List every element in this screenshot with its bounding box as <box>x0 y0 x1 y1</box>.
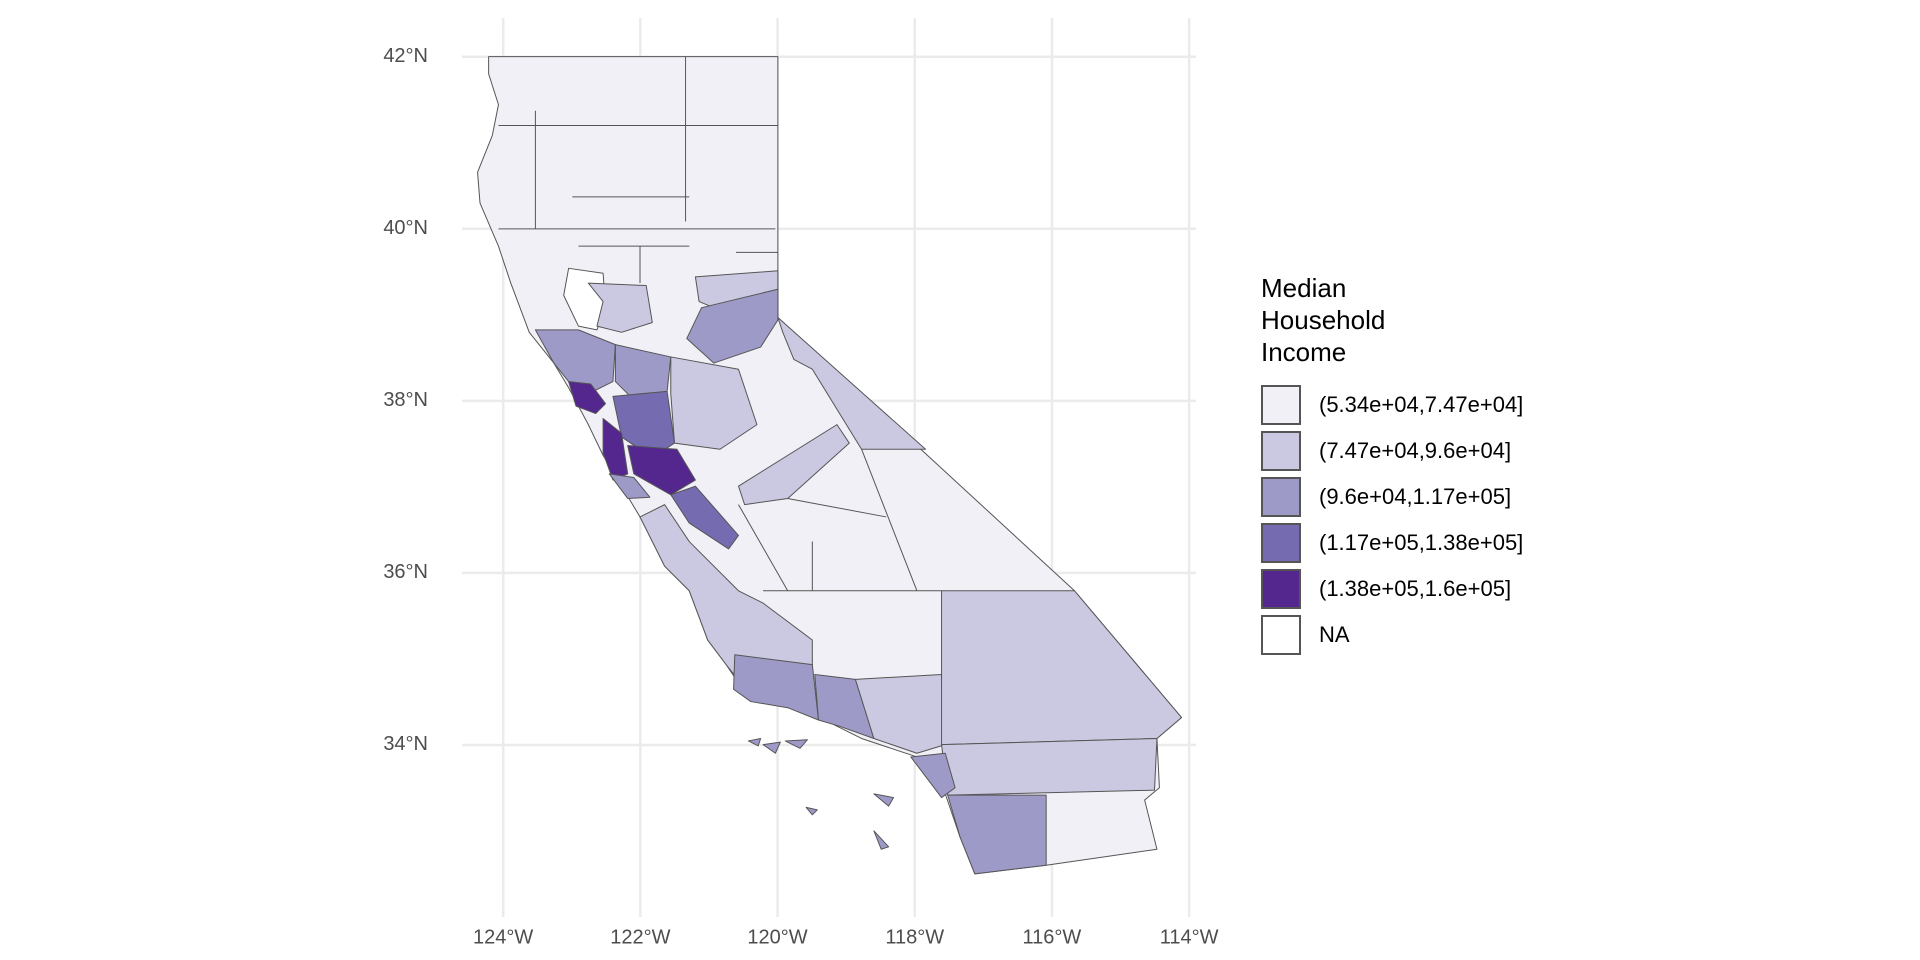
county-region <box>942 738 1157 795</box>
x-tick-label: 122°W <box>610 926 670 948</box>
county-region <box>687 289 778 363</box>
legend-label: NA <box>1319 622 1350 647</box>
legend-label: (1.17e+05,1.38e+05] <box>1319 530 1524 555</box>
county-region <box>671 486 739 549</box>
legend-item: (1.38e+05,1.6e+05] <box>1261 566 1523 612</box>
legend-key <box>1261 431 1301 471</box>
y-tick-label: 42°N <box>383 45 428 67</box>
county-region <box>763 742 780 753</box>
x-tick-label: 116°W <box>1023 926 1082 948</box>
legend-label: (9.6e+04,1.17e+05] <box>1319 484 1512 509</box>
legend: Median Household Income (5.34e+04,7.47e+… <box>1261 272 1523 658</box>
county-region <box>671 357 757 449</box>
county-region <box>911 753 955 797</box>
legend-item: (7.47e+04,9.6e+04] <box>1261 428 1523 474</box>
county-region <box>874 794 894 806</box>
x-tick-label: 114°W <box>1160 926 1219 948</box>
county-region <box>815 674 874 738</box>
legend-key <box>1261 569 1301 609</box>
legend-label: (1.38e+05,1.6e+05] <box>1319 576 1512 601</box>
county-region <box>609 474 650 499</box>
legend-key <box>1261 615 1301 655</box>
county-region <box>855 674 945 753</box>
state-map <box>478 57 1182 874</box>
legend-key <box>1261 523 1301 563</box>
county-region <box>942 591 1182 745</box>
x-tick-label: 118°W <box>885 926 944 948</box>
county-region <box>734 655 819 720</box>
legend-key <box>1261 477 1301 517</box>
legend-item: NA <box>1261 612 1523 658</box>
county-region <box>806 807 817 814</box>
y-tick-label: 36°N <box>383 561 428 583</box>
legend-item: (5.34e+04,7.47e+04] <box>1261 382 1523 428</box>
y-tick-label: 40°N <box>383 217 428 239</box>
legend-label: (7.47e+04,9.6e+04] <box>1319 438 1512 463</box>
y-tick-label: 38°N <box>383 389 428 411</box>
legend-item: (1.17e+05,1.38e+05] <box>1261 520 1523 566</box>
county-region <box>748 738 760 745</box>
x-tick-label: 124°W <box>473 926 533 948</box>
county-region <box>778 318 926 450</box>
legend-title: Median Household Income <box>1261 273 1386 367</box>
legend-key <box>1261 385 1301 425</box>
y-tick-label: 34°N <box>383 733 428 755</box>
legend-label: (5.34e+04,7.47e+04] <box>1319 392 1524 417</box>
county-region <box>785 740 807 749</box>
county-region <box>874 831 889 849</box>
x-tick-label: 120°W <box>747 926 807 948</box>
county-region <box>588 283 652 332</box>
county-region <box>738 425 849 505</box>
axis-labels: 124°W 122°W 120°W 118°W 116°W 114°W 34°N 36°N 38… <box>383 45 1218 948</box>
county-region <box>628 446 696 495</box>
county-border <box>498 57 941 591</box>
county-region <box>948 795 1046 874</box>
legend-item: (9.6e+04,1.17e+05] <box>1261 474 1523 520</box>
legend-items: (5.34e+04,7.47e+04] (7.47e+04,9.6e+04] (9.… <box>1261 382 1523 658</box>
county-region <box>535 330 615 394</box>
county-region <box>569 382 606 414</box>
